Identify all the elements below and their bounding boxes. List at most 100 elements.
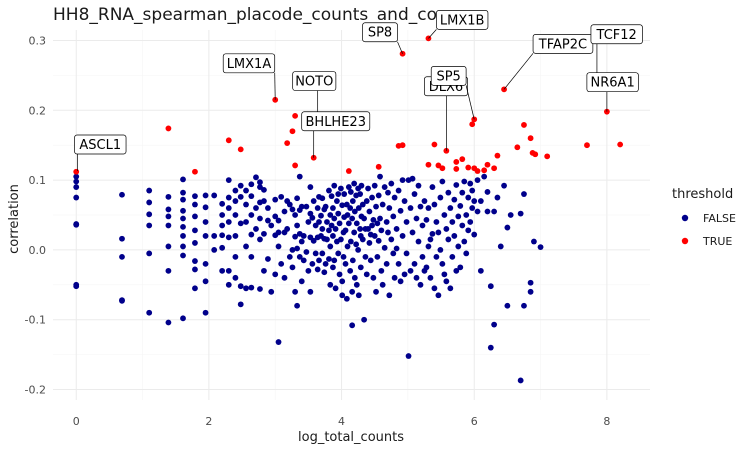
point-false [521,191,527,197]
point-false [180,189,186,196]
y-tick-label: -0.1 [25,314,46,327]
point-false [192,213,198,220]
point-false [327,281,334,288]
point-false [474,177,481,183]
point-false [146,250,153,257]
point-false [369,222,375,229]
point-false [355,205,362,211]
point-false [146,309,153,316]
point-false [294,222,301,229]
point-false [225,219,232,225]
point-false [331,257,338,264]
point-false [365,185,371,192]
point-false [371,182,378,189]
point-false [243,243,249,250]
point-false [344,212,351,218]
point-false [471,198,478,204]
point-false [248,181,255,188]
point-false [497,243,504,250]
point-false [237,301,244,308]
point-true [474,168,481,174]
point-false [219,267,226,274]
point-false [281,274,288,281]
point-true [514,144,521,151]
point-false [453,182,460,188]
point-false [261,198,267,204]
point-false [265,205,271,211]
point-false [439,260,446,267]
point-false [119,191,125,198]
point-false [318,212,324,219]
point-false [425,243,432,250]
point-false [211,192,218,199]
point-false [335,191,342,197]
point-false [237,182,244,189]
point-false [459,222,466,229]
point-false [449,219,456,225]
point-false [253,226,259,232]
point-false [407,205,414,211]
point-true [292,112,299,119]
point-false [294,195,301,202]
point-true [453,166,460,172]
gene-label: TFAP2C [503,33,594,90]
point-false [445,236,452,243]
point-false [355,247,362,253]
legend: threshold FALSE TRUE [672,187,736,248]
point-false [253,205,259,211]
point-false [146,222,153,229]
legend-key [681,237,689,245]
point-false [465,194,472,201]
point-false [192,285,198,292]
label-connector [465,85,475,120]
point-false [421,198,428,204]
point-false [477,198,484,204]
point-false [165,222,172,229]
point-false [225,281,232,288]
label-connector [428,29,437,39]
point-false [275,217,282,224]
point-false [401,271,408,278]
point-false [395,187,402,194]
label-text: NR6A1 [591,76,635,91]
point-false [433,253,440,260]
point-false [411,191,418,197]
point-false [344,243,351,250]
y-tick-label: 0.0 [29,244,47,257]
y-tick-label: 0.3 [29,34,47,47]
point-false [192,193,198,200]
point-false [353,220,360,227]
point-false [403,219,410,225]
point-false [351,208,358,215]
point-false [349,215,356,222]
point-false [309,260,316,267]
point-false [383,260,390,267]
point-false [469,205,476,211]
point-false [340,253,347,260]
point-false [467,219,474,225]
point-false [531,238,537,245]
point-false [388,180,395,187]
point-false [328,193,335,200]
point-false [433,219,440,225]
label-box [301,111,371,132]
point-false [248,284,255,291]
point-false [347,238,354,245]
point-false [378,267,385,274]
point-false [335,210,342,217]
point-false [431,285,438,292]
point-false [390,213,397,220]
point-false [397,207,404,214]
point-false [314,266,321,273]
point-false [435,229,442,236]
point-false [357,191,364,197]
point-false [330,233,336,239]
point-false [289,206,296,213]
point-false [243,285,249,292]
point-false [443,226,450,232]
point-false [345,220,352,227]
point-true [532,151,539,158]
point-false [415,182,422,189]
data-points [73,35,624,384]
point-false [180,243,186,250]
